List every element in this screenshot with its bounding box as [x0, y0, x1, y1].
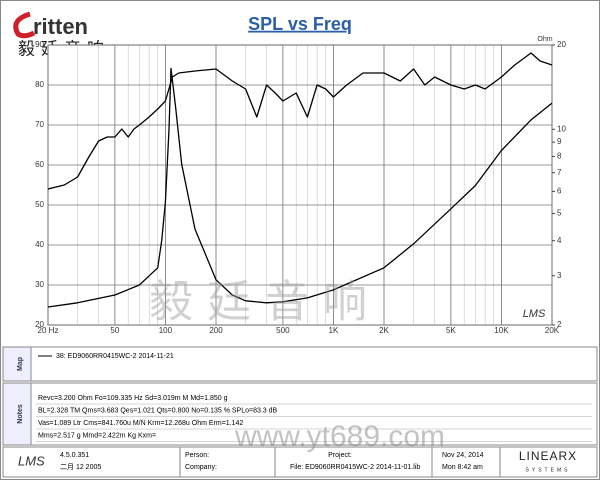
note-line: Revc=3.200 Ohm Fo=109.335 Hz Sd=3.019m M…: [38, 395, 228, 402]
x-tick-label: 5K: [446, 326, 456, 335]
date: Nov 24, 2014: [442, 452, 484, 459]
logo-brand: ritten: [33, 14, 88, 39]
file: File: ED9060RR0415WC-2 2014-11-01.lib: [290, 464, 420, 471]
person: Person:: [185, 452, 209, 459]
company: Company:: [185, 464, 217, 471]
y2-tick-label: 2: [557, 320, 562, 329]
x-tick-label: 1K: [329, 326, 339, 335]
build-date: 二月 12 2005: [60, 463, 101, 471]
x-tick-label: 200: [209, 326, 223, 335]
y2-tick-label: 10: [557, 124, 566, 133]
x-tick-label: 100: [159, 326, 173, 335]
y2-tick-label: 4: [557, 236, 562, 245]
notes-panel-tab: [2, 382, 32, 446]
y2-tick-label: 3: [557, 271, 562, 280]
footer-logo: LMS: [18, 453, 45, 468]
y2-tick-label: 8: [557, 152, 562, 161]
y-tick-label: 30: [35, 280, 44, 289]
legend-panel-tab: [2, 346, 32, 382]
chart-logo: LMS: [523, 308, 546, 320]
note-line: BL=2.328 TM Qms=3.683 Qes=1.021 Qts=0.80…: [38, 407, 278, 414]
time: Mon 8:42 am: [442, 464, 483, 471]
x-tick-label: 20K: [545, 326, 560, 335]
y-tick-label: 90: [35, 40, 44, 49]
y-tick-label: 40: [35, 240, 44, 249]
y-tick-label: 70: [35, 120, 44, 129]
y2-tick-label: 6: [557, 187, 562, 196]
x-tick-label: 20 Hz: [38, 326, 59, 335]
x-tick-label: 2K: [379, 326, 389, 335]
y-tick-label: 80: [35, 80, 44, 89]
series-line: [47, 67, 553, 308]
note-line: Vas=1.089 Ltr Cms=841.760u M/N Krm=12.26…: [38, 420, 243, 427]
logo-mark: [13, 11, 36, 39]
watermark-url: www.yt689.com: [234, 420, 445, 453]
y2-axis-label: Ohm: [537, 36, 552, 43]
brand: LINEARX: [519, 449, 577, 463]
x-tick-label: 50: [110, 326, 119, 335]
legend-panel-label: Map: [17, 357, 24, 371]
y2-tick-label: 5: [557, 209, 562, 218]
legend-panel: [2, 346, 598, 382]
footer: [2, 446, 598, 478]
y2-tick-label: 9: [557, 137, 562, 146]
project: Project:: [328, 452, 352, 459]
series-line: [47, 52, 553, 190]
y2-tick-label: 20: [557, 40, 566, 49]
y-tick-label: 50: [35, 200, 44, 209]
note-line: Mms=2.517 g Mmd=2.422m Kg Kxm=: [38, 432, 156, 439]
chart-title: SPL vs Freq: [248, 14, 352, 34]
y2-tick-label: 7: [557, 168, 562, 177]
notes-label: Notes: [17, 404, 24, 424]
brand-sub: SYSTEMS: [526, 467, 571, 473]
x-tick-label: 10K: [494, 326, 509, 335]
version: 4.5.0.351: [60, 452, 89, 459]
notes-panel: [2, 382, 598, 446]
watermark-text: 毅廷音响: [149, 278, 381, 327]
y-tick-label: 20: [35, 320, 44, 329]
x-tick-label: 500: [276, 326, 290, 335]
legend-entry: 38: ED9060RR0415WC-2 2014-11-21: [56, 353, 174, 360]
y-tick-label: 60: [35, 160, 44, 169]
